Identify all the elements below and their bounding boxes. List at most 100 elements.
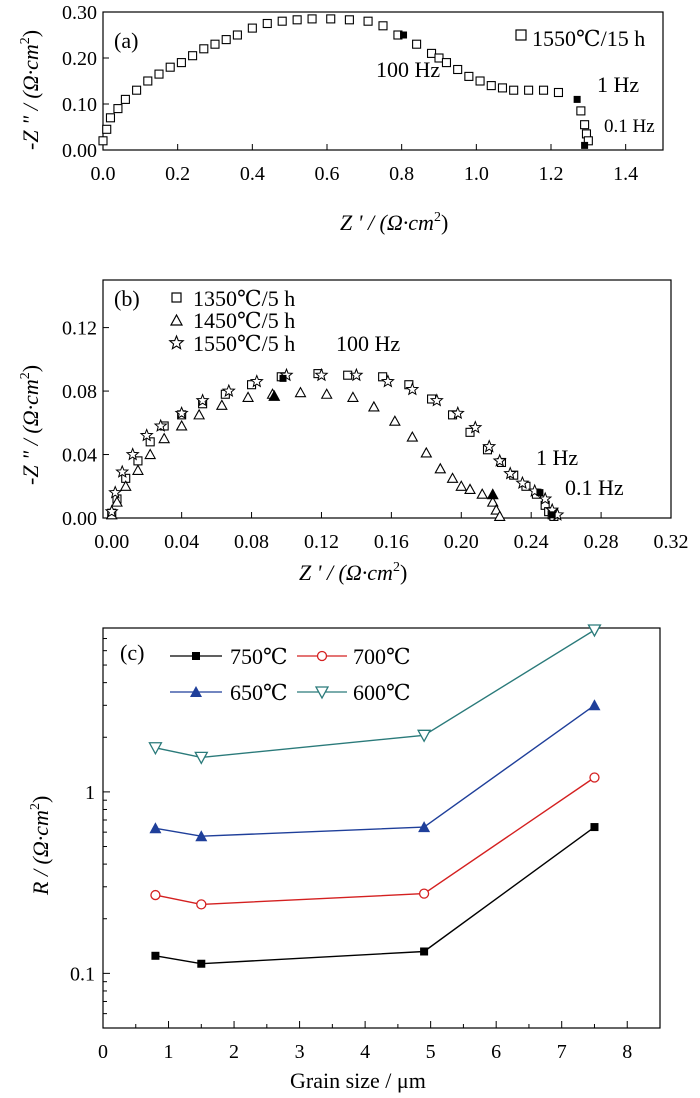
panel-c-legend-marker-750 — [192, 652, 200, 660]
panel-b-label-1hz: 1 Hz — [536, 445, 578, 470]
panel-c-legend-marker-650 — [190, 686, 202, 697]
panel-b-legend: 1350℃/5 h 1450℃/5 h 1550℃/5 h — [168, 286, 295, 356]
panel-b-legend-label-1550: 1550℃/5 h — [193, 331, 295, 356]
b-data-point — [420, 446, 433, 458]
panel-b-legend-marker-1550 — [168, 334, 185, 350]
a-data-point — [576, 106, 586, 116]
panel-a-y-axis-title-close: ) — [18, 30, 43, 37]
panel-c-legend-label-650: 650℃ — [230, 680, 288, 705]
a-data-point — [553, 87, 564, 98]
c-data-point — [197, 959, 206, 968]
panel-c-x-axis-title: Grain size / μm — [290, 1068, 426, 1093]
b-data-point — [193, 408, 206, 420]
a-data-point — [509, 85, 519, 95]
panel-a-label-1hz: 1 Hz — [597, 72, 639, 97]
b-data-point — [119, 480, 132, 491]
b-data-point — [343, 370, 353, 380]
panel-b-x-axis-title-sup: 2 — [393, 560, 400, 575]
a-data-point — [277, 16, 287, 26]
c-data-point — [148, 742, 163, 756]
b-y-tick-label: 0.08 — [62, 381, 97, 403]
panel-a-points — [98, 14, 593, 146]
a-data-point — [132, 85, 142, 95]
panel-a-y-axis-title-text: -Z " / (Ω·cm — [18, 44, 43, 150]
a-data-point — [113, 104, 123, 114]
b-data-point — [215, 399, 228, 410]
a-data-point — [486, 81, 496, 91]
b-data-point — [115, 464, 130, 478]
c-data-point — [194, 751, 209, 765]
c-x-tick-label: 8 — [622, 1041, 632, 1063]
panel-b-y-axis-title-sup: 2 — [18, 372, 33, 379]
panel-b-x-axis-title-text: Z ' / (Ω·cm — [299, 560, 393, 585]
b-data-point — [486, 496, 499, 507]
c-x-tick-label: 4 — [360, 1041, 370, 1063]
a-data-point — [247, 23, 257, 33]
b-x-tick-label: 0.28 — [584, 531, 619, 553]
c-x-tick-label: 5 — [426, 1041, 436, 1063]
b-data-point — [493, 510, 506, 521]
c-series-line — [155, 776, 595, 906]
a-data-point — [475, 76, 485, 86]
c-data-point — [416, 729, 432, 743]
panel-a-x-axis-title-sup: 2 — [434, 210, 441, 225]
a-y-tick-label: 0.30 — [62, 2, 97, 24]
a-y-tick-label: 0.00 — [62, 140, 97, 162]
panel-a-label-0p1hz: 0.1 Hz — [604, 116, 655, 137]
b-data-point — [476, 488, 489, 499]
a-data-point — [292, 15, 302, 25]
a-data-point — [426, 48, 437, 58]
a-x-tick-label: 0.4 — [240, 163, 265, 185]
b-data-point — [145, 437, 155, 447]
c-data-point — [150, 889, 161, 901]
a-data-point — [120, 94, 130, 104]
panel-c-legend-label-700: 700℃ — [353, 644, 411, 669]
c-data-point — [149, 822, 162, 834]
b-data-point — [482, 439, 497, 453]
b-data-point — [349, 367, 364, 382]
a-data-point — [221, 35, 231, 45]
b-data-point — [538, 491, 553, 505]
panel-a-y-axis-title: -Z " / (Ω·cm2) — [18, 30, 43, 150]
b-frequency-marker — [486, 488, 499, 500]
b-frequency-marker — [536, 489, 544, 497]
panel-c-legend-marker-700 — [316, 650, 328, 662]
panel-b-label: (b) — [114, 286, 140, 311]
panel-b-freq-markers — [268, 374, 556, 519]
panel-c-frame — [102, 627, 661, 1029]
b-y-tick-label: 0.04 — [62, 445, 97, 467]
c-x-tick-label: 0 — [98, 1041, 108, 1063]
c-series-line — [155, 629, 595, 759]
b-data-point — [294, 386, 307, 398]
b-frequency-marker — [268, 389, 281, 401]
b-data-point — [464, 483, 476, 494]
b-data-point — [174, 405, 189, 420]
b-frequency-marker — [279, 374, 287, 382]
panel-b-label-100hz: 100 Hz — [336, 331, 400, 356]
c-data-point — [418, 888, 430, 899]
b-data-point — [249, 374, 264, 388]
c-series-line — [155, 826, 595, 965]
b-x-tick-label: 0.16 — [374, 531, 409, 553]
a-data-point — [105, 113, 116, 123]
b-data-point — [242, 391, 254, 402]
panel-a-frame — [102, 11, 664, 151]
b-x-tick-label: 0.24 — [514, 531, 549, 553]
a-data-point — [497, 83, 508, 93]
b-data-point — [104, 504, 119, 518]
b-x-tick-label: 0.04 — [164, 531, 199, 553]
panel-c-label: (c) — [120, 640, 144, 665]
a-y-tick-label: 0.10 — [62, 94, 97, 116]
b-data-point — [367, 400, 380, 412]
panel-b-label-0p1hz: 0.1 Hz — [565, 475, 624, 500]
b-data-point — [450, 405, 465, 420]
c-data-point — [418, 821, 431, 833]
b-y-tick-label: 0.00 — [62, 508, 97, 530]
b-y-tick-label: 0.12 — [62, 318, 97, 340]
panel-c-series — [148, 624, 602, 968]
b-x-tick-label: 0.08 — [234, 531, 269, 553]
b-data-point — [221, 383, 236, 398]
b-data-point — [125, 447, 140, 461]
panel-c-legend-marker-600 — [314, 686, 330, 700]
